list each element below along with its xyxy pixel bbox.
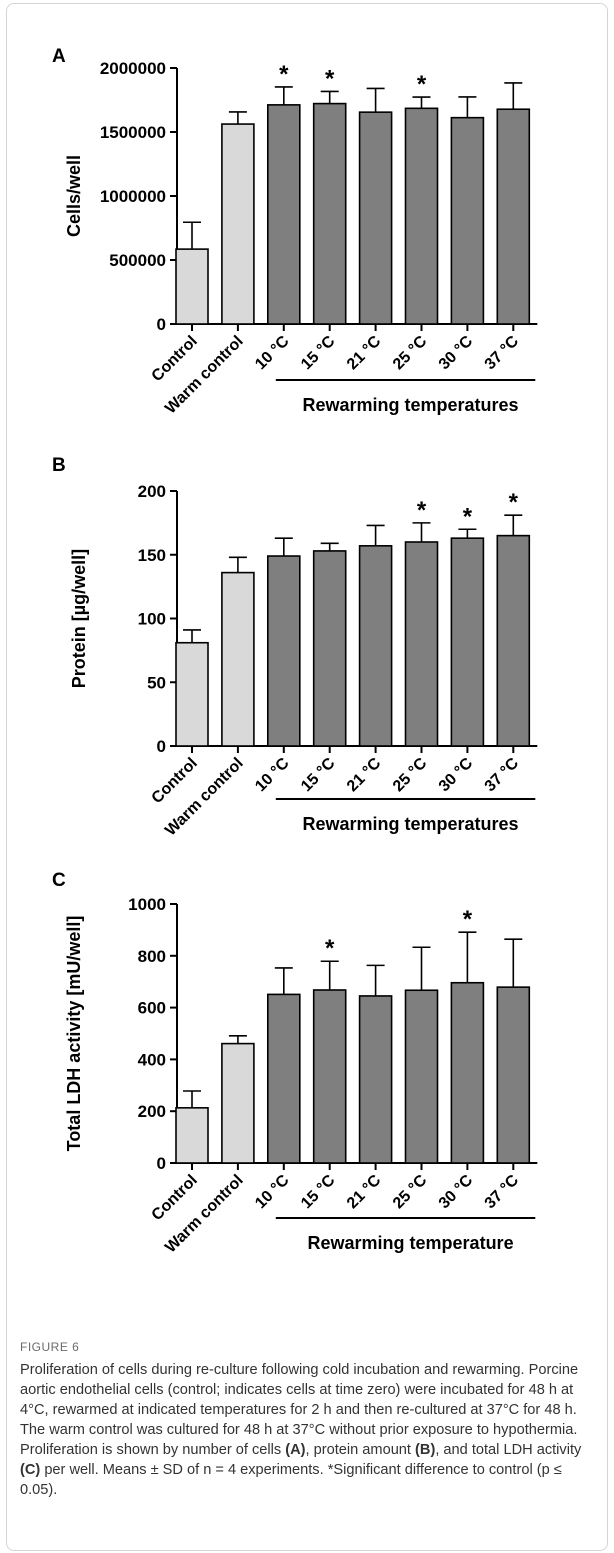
bar — [450, 537, 485, 747]
caption-panel-ref: (A) — [285, 1442, 306, 1458]
y-tick-label: 2000000 — [100, 59, 166, 78]
panel-letter: B — [52, 455, 66, 476]
x-category-label: 15 °C — [298, 1171, 339, 1212]
y-tick-label: 100 — [138, 610, 166, 629]
group-label: Rewarming temperatures — [303, 395, 519, 415]
y-tick-label: 500000 — [109, 251, 166, 270]
y-tick-label: 800 — [138, 947, 166, 966]
significance-star: * — [325, 935, 335, 962]
caption-fragment: Proliferation of cells during re-culture… — [20, 1362, 579, 1458]
panel-letter: A — [52, 46, 66, 67]
caption-text: Proliferation of cells during re-culture… — [20, 1360, 595, 1500]
bar — [496, 108, 531, 325]
y-tick-label: 50 — [147, 673, 166, 692]
x-category-label: 10 °C — [252, 1171, 293, 1212]
bar — [175, 1107, 209, 1164]
x-category-label: 21 °C — [344, 1171, 385, 1212]
y-tick-label: 0 — [157, 737, 166, 756]
y-tick-label: 0 — [157, 315, 166, 334]
y-tick-label: 1000 — [128, 895, 166, 914]
figure-caption: FIGURE 6 Proliferation of cells during r… — [20, 1340, 595, 1500]
bar — [312, 550, 347, 747]
bar — [221, 1042, 255, 1164]
caption-panel-ref: (B) — [415, 1442, 436, 1458]
x-category-label: 37 °C — [482, 1171, 523, 1212]
significance-star: * — [325, 65, 335, 92]
caption-fragment: , protein amount — [305, 1442, 416, 1458]
significance-star: * — [417, 497, 427, 524]
bar — [496, 986, 531, 1164]
bar — [266, 993, 301, 1164]
y-axis-label: Cells/well — [64, 155, 84, 237]
group-label: Rewarming temperatures — [303, 814, 519, 834]
y-tick-label: 1000000 — [100, 187, 166, 206]
bar — [404, 107, 439, 325]
y-tick-label: 0 — [157, 1154, 166, 1173]
significance-star: * — [417, 71, 427, 98]
bar — [312, 989, 347, 1164]
caption-fragment: per well. Means ± SD of n = 4 experiment… — [20, 1462, 562, 1498]
bar — [266, 555, 301, 747]
group-label: Rewarming temperature — [308, 1233, 514, 1253]
caption-panel-ref: (C) — [20, 1462, 41, 1478]
significance-star: * — [509, 489, 519, 516]
y-axis-label: Total LDH activity [mU/well] — [64, 916, 84, 1152]
significance-star: * — [463, 906, 473, 933]
y-tick-label: 400 — [138, 1050, 166, 1069]
bar — [221, 571, 255, 747]
significance-star: * — [279, 61, 289, 88]
y-tick-label: 600 — [138, 999, 166, 1018]
significance-star: * — [463, 503, 473, 530]
y-tick-label: 150 — [138, 546, 166, 565]
bar — [312, 102, 347, 325]
bar — [221, 123, 255, 325]
y-tick-label: 1500000 — [100, 123, 166, 142]
y-tick-label: 200 — [138, 482, 166, 501]
figure-label: FIGURE 6 — [20, 1340, 80, 1354]
bar — [175, 248, 209, 325]
bar — [404, 989, 439, 1164]
bar — [404, 541, 439, 747]
y-tick-label: 200 — [138, 1102, 166, 1121]
y-axis-label: Protein [µg/well] — [69, 549, 89, 688]
bar — [358, 111, 393, 325]
bar — [450, 981, 485, 1164]
bar — [358, 995, 393, 1164]
panel-letter: C — [52, 870, 66, 891]
caption-fragment: , and total LDH activity — [435, 1442, 582, 1458]
x-category-label: 25 °C — [390, 1171, 431, 1212]
x-category-label: 30 °C — [436, 1171, 477, 1212]
